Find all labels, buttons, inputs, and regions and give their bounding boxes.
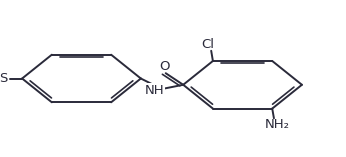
Text: O: O (159, 60, 169, 73)
Text: Cl: Cl (201, 38, 214, 51)
Text: NH: NH (145, 84, 164, 97)
Text: NH₂: NH₂ (265, 118, 290, 131)
Text: S: S (0, 72, 8, 85)
